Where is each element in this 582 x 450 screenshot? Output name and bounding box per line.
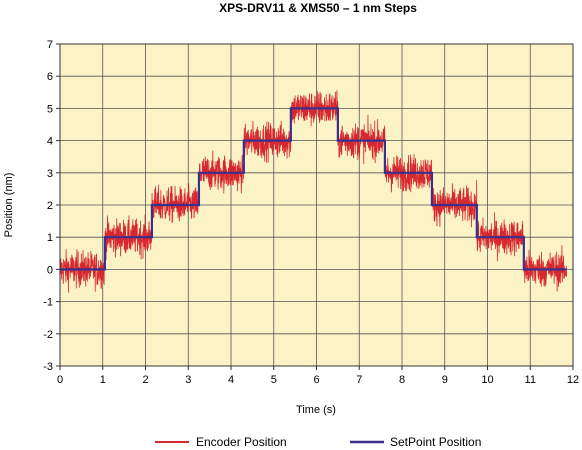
legend-label-setpoint-position: SetPoint Position [390, 435, 481, 449]
chart-title: XPS-DRV11 & XMS50 – 1 nm Steps [219, 1, 417, 15]
y-tick-label-0: -3 [43, 361, 53, 373]
x-tick-label-9: 9 [442, 374, 448, 386]
y-tick-label-8: 5 [47, 103, 53, 115]
x-tick-label-5: 5 [271, 374, 277, 386]
y-tick-label-6: 3 [47, 168, 53, 180]
x-tick-label-12: 12 [567, 374, 579, 386]
y-tick-label-10: 7 [47, 39, 53, 51]
y-tick-label-1: -2 [43, 329, 53, 341]
legend-label-encoder-position: Encoder Position [196, 435, 287, 449]
x-tick-label-0: 0 [57, 374, 63, 386]
x-tick-label-7: 7 [356, 374, 362, 386]
x-tick-label-11: 11 [525, 374, 536, 386]
y-tick-label-7: 4 [47, 136, 53, 148]
x-tick-label-1: 1 [100, 374, 106, 386]
x-axis-label: Time (s) [296, 404, 336, 416]
y-tick-label-3: 0 [47, 264, 53, 276]
series-setpoint-position [60, 107, 567, 271]
x-tick-label-8: 8 [399, 374, 405, 386]
x-tick-label-3: 3 [185, 374, 191, 386]
y-tick-label-2: -1 [43, 297, 53, 309]
legend: Encoder Position SetPoint Position [155, 435, 481, 449]
y-tick-label-4: 1 [47, 232, 53, 244]
x-tick-label-4: 4 [228, 374, 234, 386]
x-tick-label-2: 2 [142, 374, 148, 386]
x-axis-ticks: 0 1 2 3 4 5 6 7 8 9 10 11 12 [57, 366, 579, 386]
y-tick-label-9: 6 [47, 71, 53, 83]
y-axis-ticks: -3 -2 -1 0 1 2 3 4 5 6 7 [43, 39, 60, 373]
x-tick-label-10: 10 [481, 374, 493, 386]
x-tick-label-6: 6 [313, 374, 319, 386]
series-layer [59, 90, 567, 293]
y-tick-label-5: 2 [47, 200, 53, 212]
y-axis-label: Position (nm) [3, 173, 15, 238]
